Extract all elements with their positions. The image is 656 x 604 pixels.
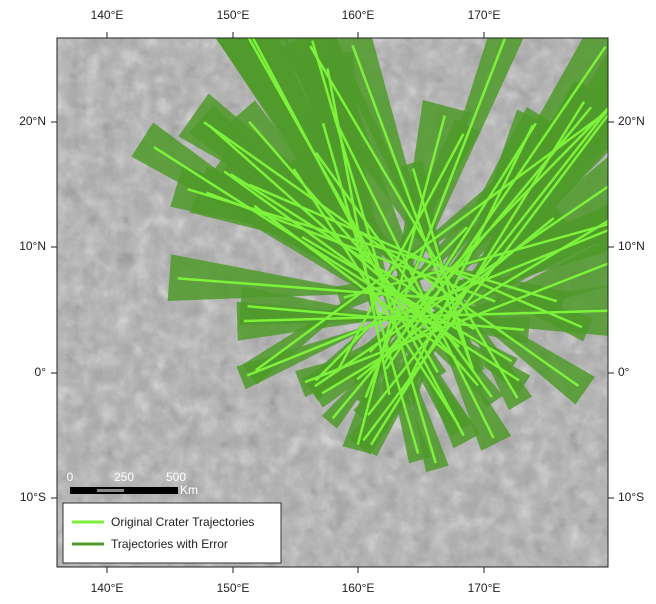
latitude-label: 10°N <box>19 239 46 253</box>
latitude-label: 10°S <box>618 490 644 504</box>
longitude-label: 170°E <box>468 8 501 22</box>
longitude-label: 140°E <box>91 8 124 22</box>
latitude-label: 0° <box>35 365 47 379</box>
latitude-label: 10°N <box>618 239 645 253</box>
scale-label: 0 <box>67 470 74 484</box>
longitude-label: 140°E <box>91 581 124 595</box>
latitude-label: 20°N <box>19 114 46 128</box>
scale-label: 500 <box>166 470 186 484</box>
legend: Original Crater Trajectories Trajectorie… <box>63 503 281 563</box>
legend-label: Trajectories with Error <box>111 537 228 551</box>
scale-label: 250 <box>114 470 134 484</box>
scale-unit: Km <box>180 483 198 497</box>
legend-box <box>63 503 281 563</box>
latitude-label: 0° <box>618 365 630 379</box>
longitude-label: 170°E <box>468 581 501 595</box>
longitude-label: 150°E <box>217 581 250 595</box>
latitude-label: 20°N <box>618 114 645 128</box>
latitude-label: 10°S <box>20 490 46 504</box>
map-figure: 140°E 140°E 150°E 150°E 160°E 160°E 170°E 170°E… <box>0 0 656 599</box>
longitude-label: 150°E <box>217 8 250 22</box>
longitude-label: 160°E <box>342 581 375 595</box>
scale-bar-segment <box>97 489 124 492</box>
longitude-label: 160°E <box>342 8 375 22</box>
legend-label: Original Crater Trajectories <box>111 515 254 529</box>
